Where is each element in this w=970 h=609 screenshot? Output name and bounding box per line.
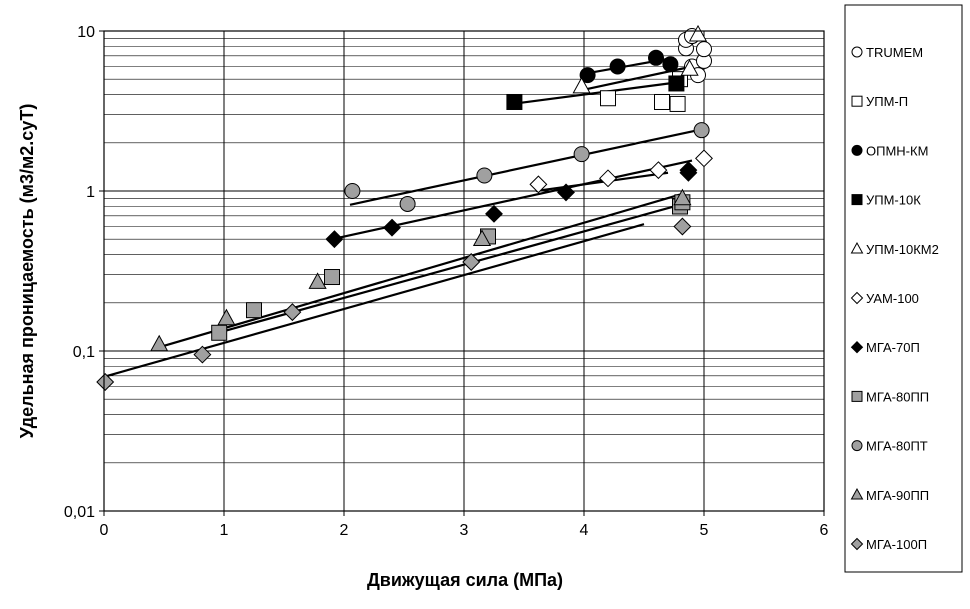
data-point: [246, 302, 262, 319]
legend-marker: [851, 440, 863, 452]
data-point: [383, 218, 401, 237]
data-point: [679, 163, 698, 182]
data-point: [324, 269, 340, 286]
data-point: [96, 373, 115, 391]
legend-marker: [850, 537, 864, 551]
data-point: [673, 188, 692, 206]
legend-box: [844, 4, 963, 573]
legend-entry-label: МГА-80ПТ: [866, 439, 928, 454]
data-point: [654, 93, 670, 110]
y-tick-label: 1: [86, 184, 95, 201]
data-points: [96, 24, 713, 391]
trend-line: [103, 223, 645, 378]
legend-marker: [851, 194, 863, 206]
axes: [99, 30, 825, 516]
y-tick-label: 0,01: [64, 504, 95, 521]
legend: TRUMEM УПМ-П ОПМН-КМ УПМ-10К УПМ-10КМ2 УАМ-10…: [844, 4, 963, 573]
trend-line: [157, 193, 681, 349]
data-point: [673, 217, 692, 236]
data-point: [649, 161, 668, 180]
trend-line: [535, 171, 669, 193]
legend-entry-label: УПМ-10К: [866, 193, 921, 208]
legend-entry-label: МГА-70П: [866, 340, 920, 355]
legend-marker: [851, 95, 863, 107]
data-point: [150, 334, 169, 352]
data-point: [472, 229, 492, 247]
x-axis-title: Движущая сила (МПа): [367, 570, 563, 590]
data-point: [485, 204, 503, 223]
data-point: [662, 56, 679, 73]
x-tick-label: 3: [460, 522, 469, 539]
data-point: [693, 122, 710, 139]
legend-marker: [850, 291, 864, 305]
legend-entry-label: УПМ-П: [866, 94, 908, 109]
legend-entry-label: TRUMEM: [866, 45, 923, 60]
legend-entry-label: УАМ-100: [866, 291, 919, 306]
x-tick-label: 1: [220, 522, 229, 539]
legend-entry-label: УПМ-10КМ2: [866, 242, 939, 257]
x-tick-label: 5: [700, 522, 709, 539]
legend-entry-label: МГА-90ПП: [866, 488, 929, 503]
data-point: [572, 76, 591, 94]
data-point: [308, 272, 327, 289]
tick-labels: 0 1 2 3 4 5 6 0,01 0,1 1 10: [64, 24, 829, 539]
data-point: [506, 93, 523, 110]
trend-line: [349, 129, 699, 206]
data-point: [193, 345, 212, 364]
legend-entry-label: МГА-100П: [866, 537, 927, 552]
x-tick-label: 4: [580, 522, 589, 539]
data-point: [476, 167, 493, 184]
x-tick-label: 0: [100, 522, 109, 539]
legend-marker: [850, 488, 864, 500]
grid: [103, 30, 825, 512]
legend-entry-label: ОПМН-КМ: [866, 143, 928, 158]
data-point: [344, 183, 361, 199]
legend-entry-label: МГА-80ПП: [866, 389, 929, 404]
legend-marker: [851, 390, 863, 402]
y-tick-label: 10: [77, 24, 95, 41]
data-point: [680, 59, 699, 76]
legend-marker: [851, 46, 863, 58]
x-tick-label: 6: [820, 522, 829, 539]
data-point: [211, 324, 228, 341]
data-point: [325, 230, 344, 249]
data-point: [648, 49, 664, 66]
legend-marker: [850, 242, 864, 254]
data-point: [573, 146, 590, 163]
trend-line: [511, 80, 681, 106]
data-point: [579, 67, 596, 84]
data-point: [283, 303, 302, 322]
data-point: [688, 24, 708, 42]
data-point: [462, 253, 481, 271]
data-point: [695, 149, 713, 168]
data-point: [399, 195, 416, 212]
data-point: [217, 308, 236, 326]
data-point: [600, 90, 616, 107]
data-point: [668, 75, 685, 92]
y-axis-title: Удельная проницаемость (м3/м2.суТ): [17, 104, 37, 439]
data-point: [609, 58, 626, 75]
data-point: [696, 41, 712, 58]
data-point: [599, 169, 617, 188]
legend-marker: [850, 340, 864, 354]
data-point: [557, 183, 575, 202]
legend-marker: [851, 144, 863, 156]
data-point: [669, 95, 686, 112]
y-tick-label: 0,1: [73, 344, 95, 361]
x-tick-label: 2: [340, 522, 349, 539]
data-point: [529, 175, 548, 194]
